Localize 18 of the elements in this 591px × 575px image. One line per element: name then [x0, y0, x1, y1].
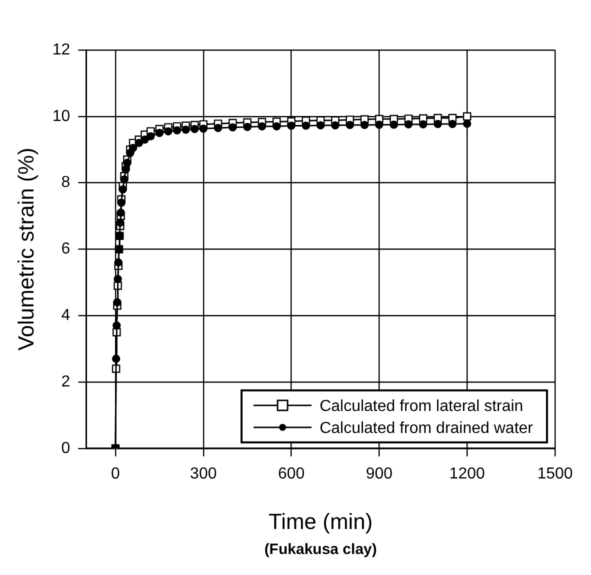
- y-tick-label: 0: [61, 440, 70, 457]
- y-tick-label: 12: [52, 41, 70, 58]
- legend-label: Calculated from drained water: [320, 420, 534, 437]
- text: (Fukakusa clay): [264, 541, 377, 558]
- x-tick-label: 1500: [537, 465, 573, 482]
- y-tick-label: 6: [61, 240, 70, 258]
- x-tick-label: 600: [278, 465, 305, 482]
- x-tick-label: 0: [111, 465, 120, 482]
- x-tick-label: 1200: [449, 465, 485, 482]
- y-tick-label: 8: [61, 174, 70, 192]
- y-tick-label: 10: [52, 108, 70, 125]
- legend-label: Calculated from lateral strain: [320, 398, 524, 415]
- y-tick-label: 2: [61, 373, 70, 390]
- x-tick-label: 300: [190, 465, 217, 482]
- x-tick-label: 900: [366, 465, 393, 482]
- y-axis-title: Volumetric strain (%): [13, 148, 38, 351]
- y-tick-label: 4: [61, 307, 70, 324]
- x-axis-title: Time (min): [268, 508, 373, 534]
